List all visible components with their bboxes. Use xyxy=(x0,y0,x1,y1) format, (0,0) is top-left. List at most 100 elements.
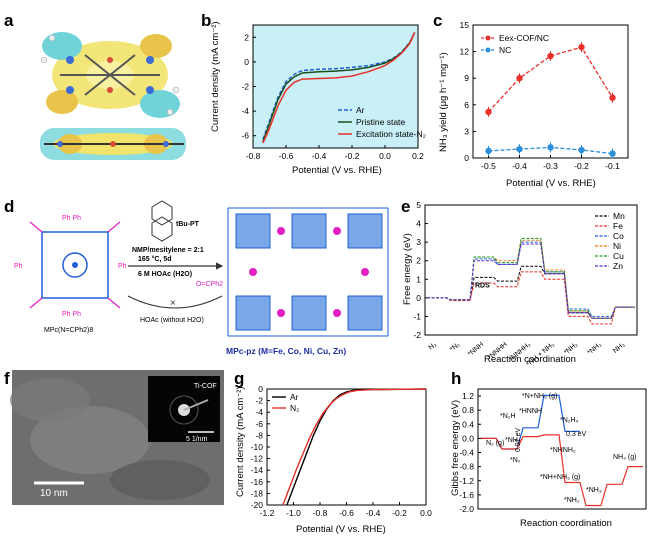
x-tick-label: -0.6 xyxy=(339,508,354,518)
y-tick-label: 0 xyxy=(416,293,421,303)
x-tick-label: 0.0 xyxy=(379,151,391,161)
chart-b-ylabel: Current density (mA cm⁻²) xyxy=(210,21,221,132)
y-tick-label: 3 xyxy=(416,237,421,247)
y-tick-label: 0 xyxy=(464,153,469,163)
legend-marker xyxy=(485,35,491,41)
data-point xyxy=(578,146,585,154)
panel-d-scheme: Ph Ph Ph Ph Ph Ph MPc(N=CPh2)8 tBu-PT NM… xyxy=(14,200,389,356)
series-line-0 xyxy=(427,265,635,319)
panel-label-b: b xyxy=(201,11,211,30)
x-tick-label: -0.2 xyxy=(392,508,407,518)
y-tick-label: -16 xyxy=(251,477,264,487)
series-line-1 xyxy=(481,434,643,507)
condition-solvent: NMP/mesitylene = 2:1 xyxy=(132,247,204,254)
legend-label: Excitation state-N₂ xyxy=(356,129,426,139)
y-tick-label: 12 xyxy=(460,47,470,57)
panel-f-tem-image: Ti-COF 5 1/nm 10 nm xyxy=(10,370,224,505)
y-tick-label: -4 xyxy=(241,106,249,116)
y-tick-label: -20 xyxy=(251,500,264,510)
x-tick-label: -0.5 xyxy=(481,161,496,171)
legend-label: Ar xyxy=(356,105,365,115)
energy-label: *N₂H xyxy=(500,413,516,420)
legend-label: NC xyxy=(499,45,511,55)
energy-label: *N₂ xyxy=(510,457,521,464)
series-line-1 xyxy=(282,388,427,506)
y-tick-label: 0 xyxy=(244,57,249,67)
legend-label: Ar xyxy=(290,392,299,402)
chart-e-ylabel: Free energy (eV) xyxy=(402,233,413,305)
legend-label: N₂ xyxy=(290,403,299,413)
scale-bar-label: 10 nm xyxy=(40,488,68,499)
series-line-2 xyxy=(262,32,416,144)
panel-label-c: c xyxy=(433,11,442,30)
no-reaction-arrow xyxy=(127,295,223,309)
svg-text:Ph Ph: Ph Ph xyxy=(62,215,81,222)
series-line-0 xyxy=(286,388,427,506)
series-line-0 xyxy=(488,46,614,113)
series-line-2 xyxy=(427,241,635,317)
y-tick-label: 4 xyxy=(416,219,421,229)
energy-label: *HNNH xyxy=(519,408,542,415)
y-tick-label: 5 xyxy=(416,200,421,210)
chart-b: Potential (V vs. RHE) Current density (m… xyxy=(210,21,426,176)
x-tick-label: -0.4 xyxy=(512,161,527,171)
x-tick-label: -1.2 xyxy=(260,508,275,518)
data-point xyxy=(547,52,554,60)
energy-gap-annotation: 0.3 eV xyxy=(566,431,587,438)
condition-temp: 165 °C, 5d xyxy=(138,255,172,263)
y-tick-label: -0.8 xyxy=(459,462,474,472)
y-tick-label: 1.2 xyxy=(462,391,474,401)
x-tick-label: -0.2 xyxy=(574,161,589,171)
y-tick-label: 1 xyxy=(416,274,421,284)
chart-h-ylabel: Gibbs free energy (eV) xyxy=(450,400,461,496)
series-line-5 xyxy=(427,243,635,319)
series-line-3 xyxy=(427,239,635,319)
data-point xyxy=(609,94,616,101)
y-tick-label: -12 xyxy=(251,454,264,464)
chart-e: Reaction coordination Free energy (eV) 5… xyxy=(402,200,638,368)
y-tick-label: 3 xyxy=(464,126,469,136)
legend-label: Cu xyxy=(613,251,624,261)
y-tick-label: -8 xyxy=(255,430,263,440)
chart-h: Reaction coordination Gibbs free energy … xyxy=(450,388,647,529)
y-tick-label: -2 xyxy=(255,396,263,406)
legend-label: Pristine state xyxy=(356,117,405,127)
data-point xyxy=(516,145,523,153)
legend-label: Fe xyxy=(613,221,623,231)
y-tick-label: 2 xyxy=(244,32,249,42)
x-tick-label: -0.4 xyxy=(312,151,327,161)
step-label: *NNH xyxy=(467,341,485,358)
y-tick-label: 0.8 xyxy=(462,405,474,415)
x-tick-label: -0.2 xyxy=(345,151,360,161)
data-point xyxy=(485,147,492,155)
chart-c: Potential (V vs. RHE) NH₃ yield (μg h⁻¹ … xyxy=(438,20,629,189)
panel-label-d: d xyxy=(4,197,14,216)
step-label: NH₃ xyxy=(612,341,627,355)
y-tick-label: -6 xyxy=(241,131,249,141)
y-tick-label: 9 xyxy=(464,73,469,83)
x-tick-label: 0.2 xyxy=(412,151,424,161)
y-tick-label: -18 xyxy=(251,488,264,498)
y-tick-label: -0.4 xyxy=(459,448,474,458)
x-tick-label: -0.3 xyxy=(543,161,558,171)
legend-label: Mn xyxy=(613,211,625,221)
legend-label: Co xyxy=(613,231,624,241)
energy-label: *N+NH₃ (g) xyxy=(522,393,557,400)
chart-g: Potential (V vs. RHE) Current density (m… xyxy=(235,384,432,535)
chart-g-xlabel: Potential (V vs. RHE) xyxy=(296,524,386,535)
x-tick-label: -0.1 xyxy=(605,161,620,171)
chart-c-xlabel: Potential (V vs. RHE) xyxy=(506,178,596,189)
energy-label: *NH₂ xyxy=(564,497,580,504)
legend-label: Zn xyxy=(613,261,623,271)
energy-label: N₂ (g) xyxy=(486,440,504,447)
data-point xyxy=(609,150,616,157)
condition-acid: 6 M HOAc (H2O) xyxy=(138,271,192,278)
condition-no-water: HOAc (without H2O) xyxy=(140,317,204,324)
y-tick-label: -4 xyxy=(255,407,263,417)
x-tick-label: -0.4 xyxy=(366,508,381,518)
panel-label-a: a xyxy=(4,11,14,30)
series-line-1 xyxy=(427,271,635,325)
panel-label-e: e xyxy=(401,197,410,216)
x-tick-label: -1.0 xyxy=(286,508,301,518)
panel-a-molecule-render xyxy=(40,32,186,160)
